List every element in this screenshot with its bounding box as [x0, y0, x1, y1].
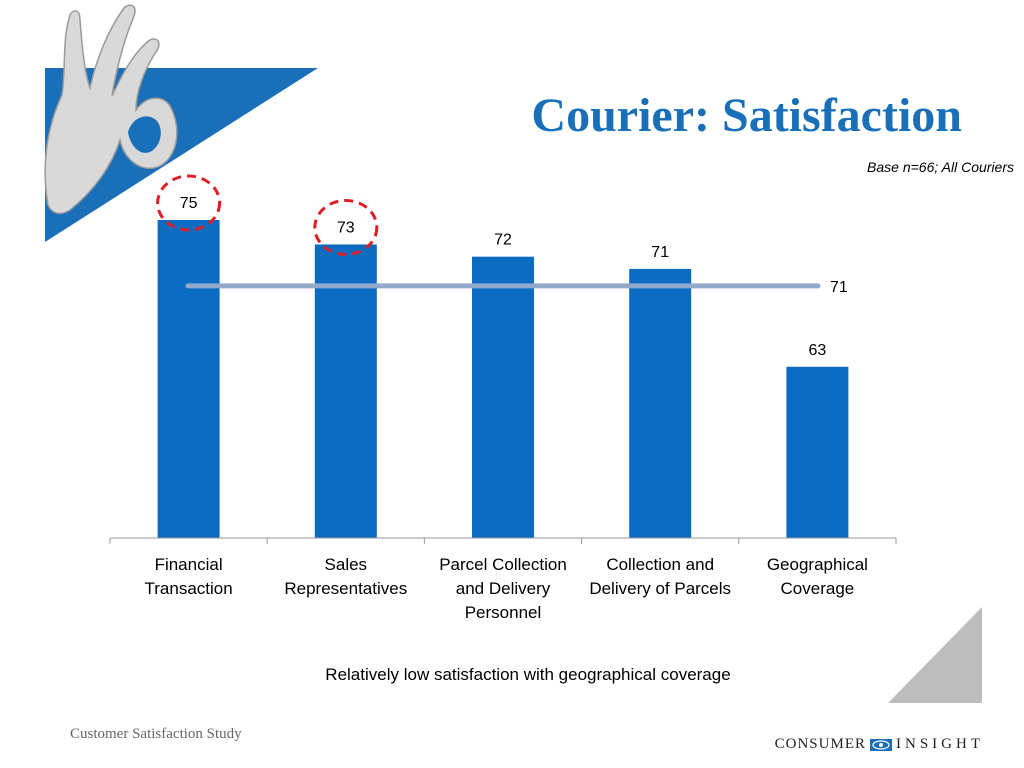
base-note: Base n=66; All Couriers — [867, 159, 1014, 175]
category-label: Financial — [155, 555, 223, 574]
bar-data-label: 73 — [337, 219, 355, 236]
bar — [786, 366, 849, 538]
slide-title: Courier: Satisfaction — [531, 89, 962, 142]
bar-data-label: 63 — [809, 342, 827, 359]
logo-word-insight: INSIGHT — [896, 736, 984, 752]
ok-hand-gesture-icon — [44, 4, 178, 215]
consumer-insight-logo: CONSUMER INSIGHT — [775, 736, 984, 753]
category-label: Delivery of Parcels — [589, 579, 731, 598]
grey-corner-triangle — [888, 607, 982, 703]
bar-chart: 75 Financial Transaction 73 Sales Representat… — [109, 174, 897, 622]
category-label: Transaction — [145, 579, 233, 598]
bar-data-label: 71 — [651, 244, 669, 261]
category-label: Collection and — [606, 555, 714, 574]
logo-word-consumer: CONSUMER — [774, 736, 866, 752]
hand-banner-decoration — [44, 4, 318, 242]
bar — [472, 256, 534, 538]
eye-icon — [870, 738, 892, 751]
category-label: and Delivery — [456, 579, 551, 598]
category-label: Coverage — [781, 579, 855, 598]
bar — [157, 220, 220, 538]
highlight-circle — [156, 174, 222, 232]
category-label: Parcel Collection — [439, 555, 567, 574]
category-label: Sales — [325, 555, 368, 574]
chart-caption: Relatively low satisfaction with geograp… — [325, 665, 731, 684]
highlight-circle — [313, 198, 379, 256]
category-label: Personnel — [465, 603, 542, 622]
bar — [314, 244, 377, 538]
category-label: Representatives — [284, 579, 407, 598]
category-label: Geographical — [767, 555, 868, 574]
bar-data-label: 75 — [180, 195, 198, 212]
bar-data-label: 72 — [494, 232, 512, 249]
average-line-label: 71 — [830, 279, 848, 296]
bar — [629, 268, 692, 538]
footer-study-name: Customer Satisfaction Study — [70, 726, 242, 742]
